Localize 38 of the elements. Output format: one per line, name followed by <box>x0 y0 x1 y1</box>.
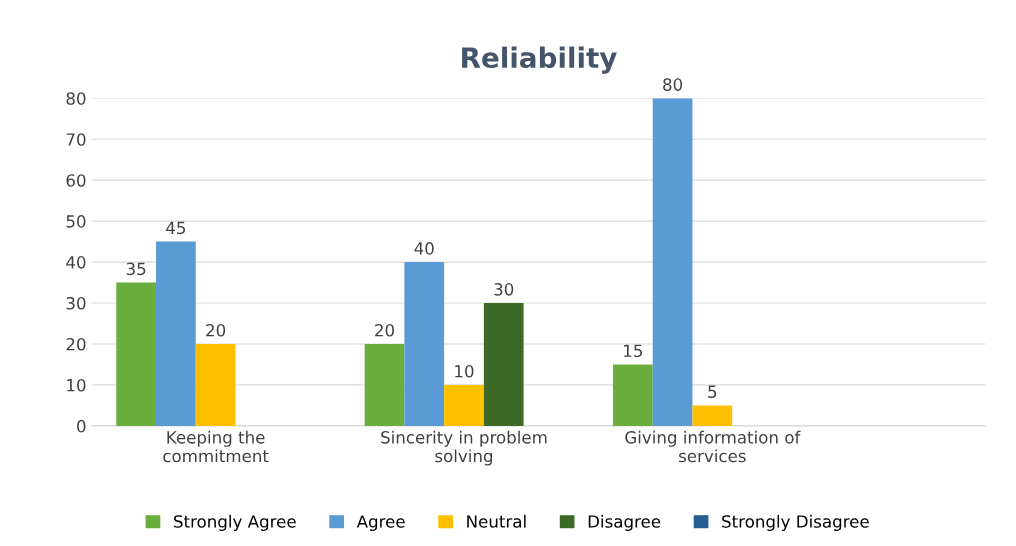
bar <box>195 343 236 426</box>
bar <box>612 364 653 426</box>
y-tick-label: 20 <box>66 337 86 351</box>
legend-label: Disagree <box>588 514 661 531</box>
data-label: 30 <box>494 283 514 296</box>
chart-title: Reliability <box>462 46 617 74</box>
data-label: 80 <box>663 78 683 91</box>
y-tick-label: 60 <box>66 174 86 187</box>
bar <box>483 303 524 426</box>
y-tick-label: 70 <box>66 133 86 146</box>
x-tick-label: Giving information of services <box>625 430 801 463</box>
y-tick-label: 10 <box>67 378 86 392</box>
data-label: 40 <box>414 242 434 255</box>
bar <box>156 241 196 426</box>
bar <box>652 98 693 426</box>
data-label: 45 <box>166 221 186 235</box>
y-tick-label: 30 <box>66 296 86 310</box>
bar <box>404 262 445 426</box>
bar <box>116 282 157 426</box>
legend-label: Strongly Disagree <box>722 514 869 531</box>
y-tick-label: 80 <box>66 92 86 105</box>
legend-label: Neutral <box>467 514 526 528</box>
x-tick-label: Sincerity in problem solving <box>381 430 547 466</box>
y-tick-label: 50 <box>66 215 86 228</box>
data-label: 5 <box>708 385 717 399</box>
legend-label: Strongly Agree <box>174 514 296 531</box>
bar <box>444 384 484 426</box>
data-label: 15 <box>624 344 642 358</box>
data-label: 35 <box>126 262 146 276</box>
data-label: 10 <box>455 364 474 378</box>
y-tick-label: 0 <box>77 419 86 433</box>
x-tick-label: Keeping the commitment <box>163 430 269 463</box>
legend-label: Agree <box>356 515 405 531</box>
data-label: 20 <box>206 323 226 337</box>
data-label: 20 <box>375 323 394 337</box>
bar <box>692 405 733 426</box>
bar <box>364 343 405 426</box>
y-tick-label: 40 <box>66 256 86 269</box>
